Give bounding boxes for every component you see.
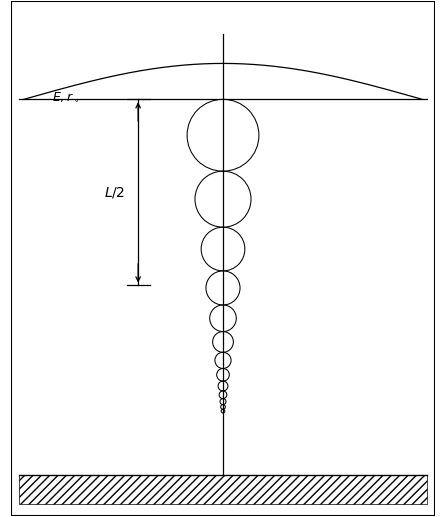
Bar [19, 475, 427, 504]
Text: $L/2$: $L/2$ [104, 185, 125, 200]
Text: $E, r_\circ$: $E, r_\circ$ [52, 89, 79, 102]
